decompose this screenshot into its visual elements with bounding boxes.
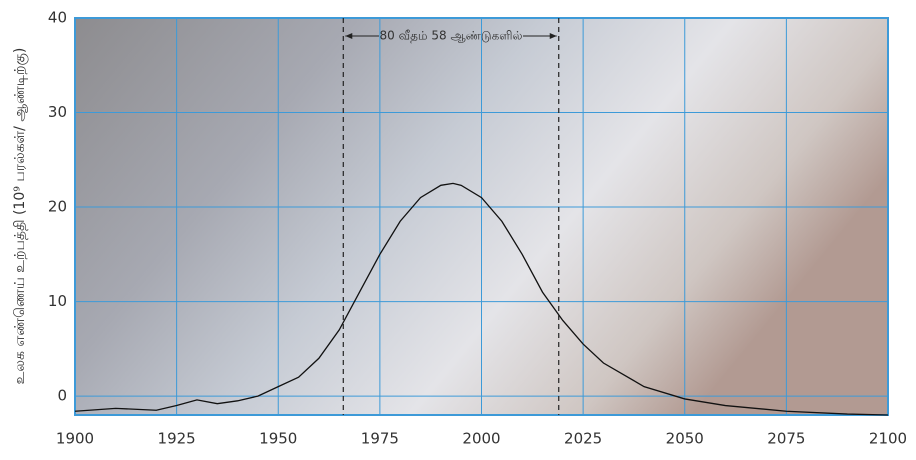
x-tick-label: 2000	[462, 430, 500, 448]
y-tick-label: 20	[48, 198, 67, 216]
x-tick-label: 1925	[158, 430, 196, 448]
plot-border	[74, 17, 889, 416]
y-tick-label: 30	[48, 103, 67, 121]
data-line	[74, 182, 889, 416]
x-tick-label: 1900	[56, 430, 94, 448]
x-tick-label: 2050	[666, 430, 704, 448]
y-tick-label: 10	[48, 292, 67, 310]
y-tick-label: 40	[48, 9, 67, 27]
y-tick-label: 0	[57, 387, 67, 405]
x-tick-label: 1975	[361, 430, 399, 448]
annotation: 80 வீதம் 58 ஆண்டுகளில்	[380, 29, 523, 43]
y-axis-label: உலக எண்ணெய் உற்பத்தி (10⁹ பரல்கள்/ ஆண்டி…	[12, 48, 29, 385]
x-tick-label: 2100	[869, 430, 907, 448]
x-tick-label: 1950	[259, 430, 297, 448]
x-tick-label: 2025	[564, 430, 602, 448]
x-tick-label: 2075	[767, 430, 805, 448]
